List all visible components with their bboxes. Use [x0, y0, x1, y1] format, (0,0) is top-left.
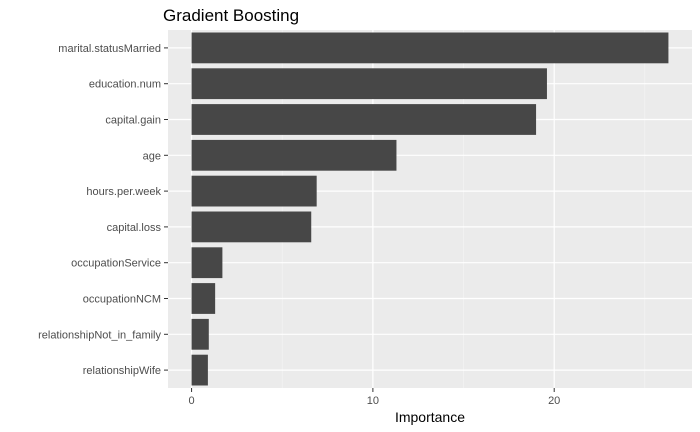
bar-age — [191, 139, 397, 171]
y-tick-label: relationshipWife — [83, 365, 161, 377]
bar-hours-per-week — [191, 175, 317, 207]
bar-occupationservice — [191, 247, 223, 279]
y-tick-label: relationshipNot_in_family — [38, 329, 161, 341]
chart-title: Gradient Boosting — [163, 6, 299, 25]
bar-relationshipwife — [191, 354, 208, 386]
y-tick-label: capital.loss — [107, 222, 162, 234]
y-tick-label: marital.statusMarried — [58, 43, 161, 55]
y-tick-label: hours.per.week — [86, 186, 161, 198]
bar-occupationncm — [191, 283, 216, 314]
bar-education-num — [191, 68, 547, 100]
bar-capital-loss — [191, 211, 312, 243]
y-tick-label: capital.gain — [105, 115, 161, 127]
bar-capital-gain — [191, 104, 537, 135]
x-tick-label: 0 — [189, 395, 195, 407]
x-axis: 0 10 20 — [189, 388, 560, 407]
y-tick-label: occupationNCM — [83, 294, 161, 306]
x-axis-title: Importance — [395, 409, 465, 425]
y-tick-label: occupationService — [71, 258, 161, 270]
bars-group — [191, 32, 669, 386]
y-tick-label: age — [143, 150, 161, 162]
bar-marital-statusmarried — [191, 32, 669, 64]
x-tick-label: 20 — [548, 395, 560, 407]
x-tick-label: 10 — [367, 395, 379, 407]
y-axis: marital.statusMarried education.num capita… — [38, 43, 168, 377]
y-tick-label: education.num — [89, 79, 161, 91]
bar-relationshipnot-in-family — [191, 318, 209, 350]
